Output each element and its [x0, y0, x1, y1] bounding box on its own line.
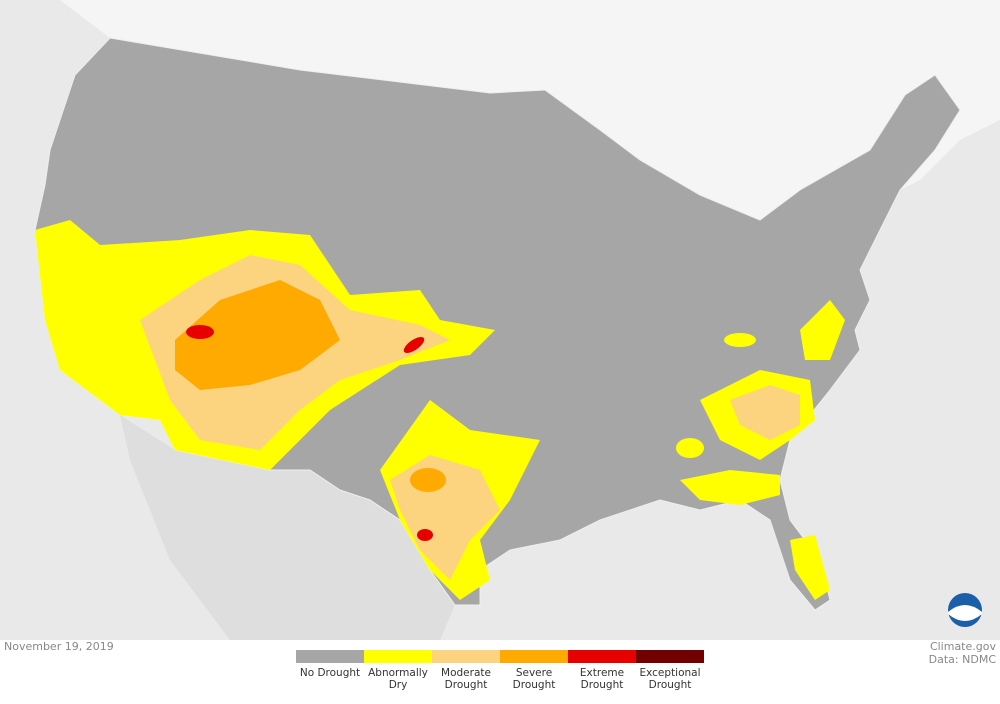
drought-area	[186, 325, 214, 339]
credit: Climate.gov	[929, 640, 996, 653]
canada	[60, 0, 1000, 220]
legend-swatch	[364, 650, 432, 663]
legend: No Drought Abnormally Dry Moderate Drought…	[296, 650, 706, 700]
legend-label: No Drought	[299, 667, 361, 679]
legend-swatch	[296, 650, 364, 663]
drought-area	[417, 529, 433, 541]
source: Data: NDMC	[928, 653, 996, 666]
legend-swatch	[636, 650, 704, 663]
legend-label: Extreme Drought	[579, 667, 625, 691]
map	[0, 0, 1000, 640]
legend-label: Severe Drought	[512, 667, 556, 691]
date: November 19, 2019	[4, 640, 114, 653]
legend-swatch	[568, 650, 636, 663]
drought-area	[800, 300, 845, 360]
legend-label: Exceptional Drought	[639, 667, 701, 691]
drought-area	[175, 280, 340, 390]
drought-area	[410, 468, 446, 492]
drought-area	[724, 333, 756, 347]
legend-label: Moderate Drought	[441, 667, 491, 691]
legend-swatch	[432, 650, 500, 663]
drought-area	[790, 535, 830, 600]
drought-area	[730, 385, 800, 440]
mexico	[120, 415, 455, 640]
drought-area	[676, 438, 704, 458]
noaa-logo	[948, 605, 982, 621]
drought-area	[403, 336, 425, 354]
legend-swatch	[500, 650, 568, 663]
drought-area	[680, 470, 780, 505]
legend-label: Abnormally Dry	[368, 667, 428, 691]
